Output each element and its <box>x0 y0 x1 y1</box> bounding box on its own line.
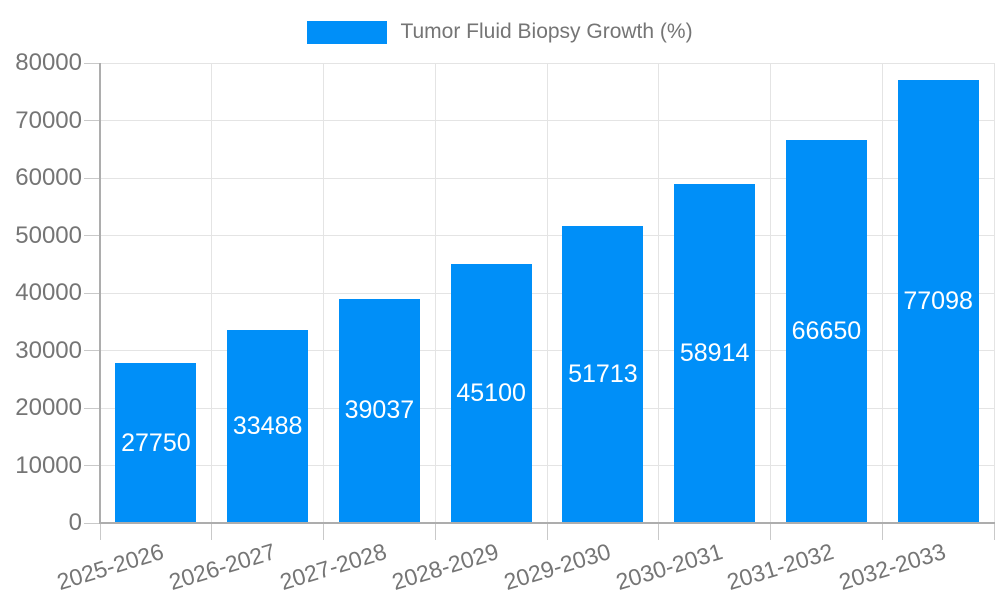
y-axis-tick <box>84 407 100 409</box>
bar: 66650 <box>785 139 867 523</box>
legend-swatch <box>307 20 388 44</box>
x-axis-tick <box>323 524 324 540</box>
y-axis-label: 40000 <box>15 279 82 306</box>
x-axis-tick <box>770 524 771 540</box>
bar: 58914 <box>674 184 756 523</box>
bar: 45100 <box>450 263 532 523</box>
y-axis-label: 30000 <box>15 336 82 364</box>
bar: 33488 <box>227 330 309 523</box>
bar: 27750 <box>115 363 197 523</box>
y-axis-label: 0 <box>68 509 82 536</box>
y-axis-tick <box>84 62 100 64</box>
bar-value-label: 58914 <box>679 339 750 368</box>
v-gridline <box>881 63 883 523</box>
bar-value-label: 27750 <box>121 428 191 457</box>
v-gridline <box>211 63 213 523</box>
x-axis-line <box>99 522 995 524</box>
v-gridline <box>770 63 771 523</box>
x-axis-tick <box>546 524 548 540</box>
y-axis-label: 60000 <box>15 164 82 191</box>
v-gridline <box>658 63 660 523</box>
y-axis-tick <box>84 350 100 351</box>
x-axis-tick <box>99 524 101 540</box>
bar-value-label: 77098 <box>903 286 973 315</box>
bar: 51713 <box>562 225 644 523</box>
x-axis-tick <box>993 524 995 540</box>
y-axis-tick <box>84 120 100 121</box>
v-gridline <box>993 63 995 523</box>
x-axis-tick <box>211 524 213 540</box>
y-axis-tick <box>84 177 100 179</box>
y-axis-line <box>99 63 101 524</box>
v-gridline <box>323 63 324 523</box>
legend-series-label: Tumor Fluid Biopsy Growth (%) <box>400 20 693 43</box>
bar: 77098 <box>897 79 979 523</box>
x-axis-tick <box>658 524 660 540</box>
y-axis-tick <box>84 292 100 294</box>
bar-value-label: 66650 <box>791 316 862 345</box>
v-gridline <box>434 63 436 523</box>
bar-value-label: 45100 <box>456 378 526 407</box>
x-axis-tick <box>881 524 883 540</box>
y-axis-label: 20000 <box>15 394 82 421</box>
x-axis-tick <box>434 524 436 540</box>
v-gridline <box>546 63 548 523</box>
y-axis-label: 70000 <box>15 106 82 134</box>
y-axis-label: 80000 <box>15 49 82 76</box>
bar-value-label: 33488 <box>232 412 303 441</box>
y-axis-label: 10000 <box>15 451 82 479</box>
bar-value-label: 39037 <box>344 396 415 425</box>
legend: Tumor Fluid Biopsy Growth (%) <box>0 20 1000 44</box>
bar: 39037 <box>338 298 420 523</box>
y-axis-label: 50000 <box>15 221 82 249</box>
plot-area: 0 10000 20000 30000 40000 50000 60000 70000 8000… <box>15 50 995 595</box>
y-axis-tick <box>84 235 100 236</box>
y-axis-tick <box>84 465 100 466</box>
y-axis-tick <box>84 522 100 524</box>
bar-value-label: 51713 <box>568 359 638 388</box>
